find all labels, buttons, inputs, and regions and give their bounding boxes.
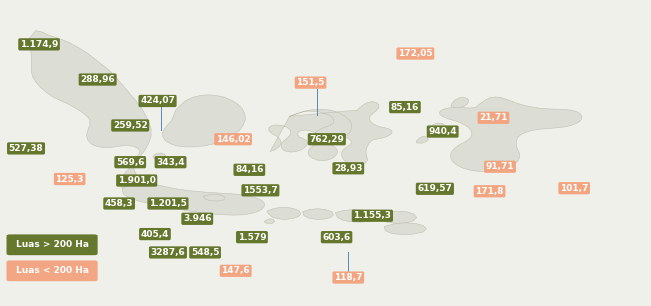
Text: 147,6: 147,6	[221, 266, 250, 275]
Text: 569,6: 569,6	[116, 158, 145, 167]
Text: 343,4: 343,4	[156, 158, 185, 167]
Text: 91,71: 91,71	[486, 162, 514, 171]
Text: 172,05: 172,05	[398, 49, 433, 58]
FancyBboxPatch shape	[7, 234, 98, 255]
Text: 1.901,0: 1.901,0	[118, 176, 156, 185]
Text: 118,7: 118,7	[334, 273, 363, 282]
Text: 1.579: 1.579	[238, 233, 266, 242]
Text: 424,07: 424,07	[140, 96, 175, 106]
Text: 1553,7: 1553,7	[243, 186, 278, 195]
Text: 1.155,3: 1.155,3	[353, 211, 391, 220]
Text: 1.201,5: 1.201,5	[149, 199, 187, 208]
Text: Luas < 200 Ha: Luas < 200 Ha	[16, 266, 89, 275]
Text: 84,16: 84,16	[235, 165, 264, 174]
Text: 151,5: 151,5	[296, 78, 325, 87]
Text: 85,16: 85,16	[391, 103, 419, 112]
Text: 171,8: 171,8	[475, 187, 504, 196]
Text: 28,93: 28,93	[334, 164, 363, 173]
Text: 146,02: 146,02	[215, 135, 251, 144]
Text: 548,5: 548,5	[191, 248, 219, 257]
Text: 405,4: 405,4	[141, 230, 169, 239]
Text: 3.946: 3.946	[183, 214, 212, 223]
Text: 1.174,9: 1.174,9	[20, 40, 58, 49]
Text: 259,52: 259,52	[113, 121, 148, 130]
Text: 101,7: 101,7	[560, 184, 589, 193]
Text: 458,3: 458,3	[105, 199, 133, 208]
Text: 21,71: 21,71	[479, 113, 508, 122]
Text: 288,96: 288,96	[80, 75, 115, 84]
FancyBboxPatch shape	[7, 260, 98, 281]
Text: 762,29: 762,29	[309, 135, 344, 144]
Text: 603,6: 603,6	[322, 233, 351, 242]
Text: 125,3: 125,3	[55, 174, 84, 184]
Text: 940,4: 940,4	[428, 127, 457, 136]
Text: 3287,6: 3287,6	[150, 248, 186, 257]
Text: 527,38: 527,38	[8, 144, 44, 153]
Text: Luas > 200 Ha: Luas > 200 Ha	[16, 240, 89, 249]
Text: 619,57: 619,57	[417, 184, 452, 193]
